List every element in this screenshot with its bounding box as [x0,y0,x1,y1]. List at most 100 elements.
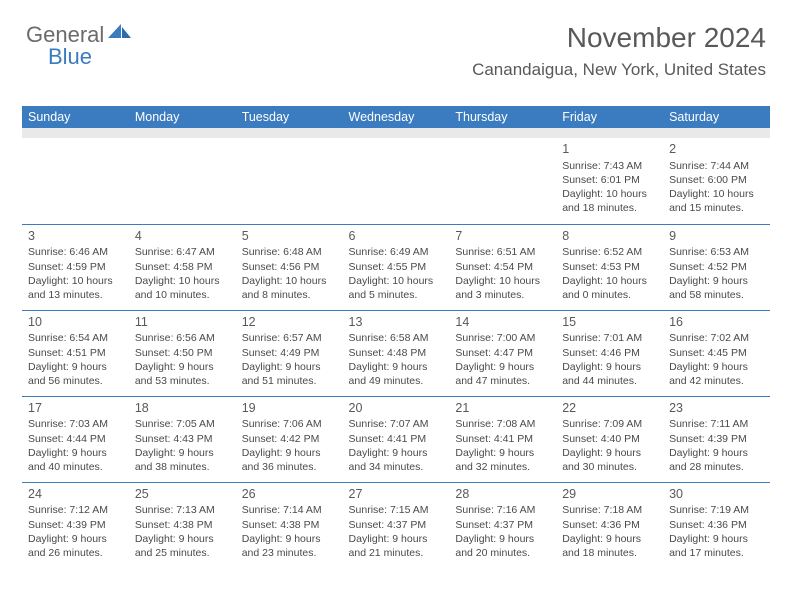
day-header: Sunday [22,106,129,128]
sunrise-line: Sunrise: 7:03 AM [28,417,123,431]
day-header: Saturday [663,106,770,128]
day-header: Monday [129,106,236,128]
daylight-line: Daylight: 9 hours and 56 minutes. [28,360,123,388]
empty-cell [343,138,450,224]
day-cell: 4Sunrise: 6:47 AMSunset: 4:58 PMDaylight… [129,224,236,310]
daylight-line: Daylight: 9 hours and 42 minutes. [669,360,764,388]
day-cell: 1Sunrise: 7:43 AMSunset: 6:01 PMDaylight… [556,138,663,224]
daylight-line: Daylight: 9 hours and 44 minutes. [562,360,657,388]
sunset-line: Sunset: 4:44 PM [28,432,123,446]
day-number: 22 [562,400,657,417]
sunset-line: Sunset: 4:42 PM [242,432,337,446]
day-cell: 14Sunrise: 7:00 AMSunset: 4:47 PMDayligh… [449,310,556,396]
daylight-line: Daylight: 10 hours and 15 minutes. [669,187,764,215]
daylight-line: Daylight: 9 hours and 38 minutes. [135,446,230,474]
day-number: 19 [242,400,337,417]
sunset-line: Sunset: 4:50 PM [135,346,230,360]
day-cell: 9Sunrise: 6:53 AMSunset: 4:52 PMDaylight… [663,224,770,310]
sunset-line: Sunset: 4:41 PM [455,432,550,446]
day-number: 8 [562,228,657,245]
day-cell: 10Sunrise: 6:54 AMSunset: 4:51 PMDayligh… [22,310,129,396]
daylight-line: Daylight: 9 hours and 53 minutes. [135,360,230,388]
week-row: 10Sunrise: 6:54 AMSunset: 4:51 PMDayligh… [22,310,770,396]
day-cell: 7Sunrise: 6:51 AMSunset: 4:54 PMDaylight… [449,224,556,310]
day-cell: 12Sunrise: 6:57 AMSunset: 4:49 PMDayligh… [236,310,343,396]
day-number: 25 [135,486,230,503]
empty-cell [449,138,556,224]
sunset-line: Sunset: 4:36 PM [562,518,657,532]
day-header: Tuesday [236,106,343,128]
sunrise-line: Sunrise: 7:15 AM [349,503,444,517]
empty-cell [129,138,236,224]
day-cell: 26Sunrise: 7:14 AMSunset: 4:38 PMDayligh… [236,482,343,568]
day-number: 29 [562,486,657,503]
day-number: 1 [562,141,657,158]
daylight-line: Daylight: 9 hours and 36 minutes. [242,446,337,474]
day-number: 16 [669,314,764,331]
sunset-line: Sunset: 6:00 PM [669,173,764,187]
sunrise-line: Sunrise: 6:57 AM [242,331,337,345]
day-number: 26 [242,486,337,503]
sunrise-line: Sunrise: 7:11 AM [669,417,764,431]
daylight-line: Daylight: 9 hours and 21 minutes. [349,532,444,560]
week-row: 17Sunrise: 7:03 AMSunset: 4:44 PM Dayligh… [22,396,770,482]
week-row: 1Sunrise: 7:43 AMSunset: 6:01 PMDaylight… [22,138,770,224]
day-cell: 17Sunrise: 7:03 AMSunset: 4:44 PMDayligh… [22,396,129,482]
day-number: 13 [349,314,444,331]
daylight-line: Daylight: 9 hours and 28 minutes. [669,446,764,474]
sunset-line: Sunset: 4:39 PM [28,518,123,532]
day-number: 5 [242,228,337,245]
day-cell: 19Sunrise: 7:06 AMSunset: 4:42 PMDayligh… [236,396,343,482]
sunset-line: Sunset: 4:45 PM [669,346,764,360]
sunset-line: Sunset: 4:58 PM [135,260,230,274]
sunrise-line: Sunrise: 6:53 AM [669,245,764,259]
sunset-line: Sunset: 4:40 PM [562,432,657,446]
day-header: Thursday [449,106,556,128]
sunrise-line: Sunrise: 6:54 AM [28,331,123,345]
sunrise-line: Sunrise: 7:14 AM [242,503,337,517]
sunset-line: Sunset: 4:48 PM [349,346,444,360]
sunset-line: Sunset: 4:38 PM [242,518,337,532]
daylight-line: Daylight: 9 hours and 30 minutes. [562,446,657,474]
sunrise-line: Sunrise: 6:48 AM [242,245,337,259]
sunrise-line: Sunrise: 7:05 AM [135,417,230,431]
sunrise-line: Sunrise: 7:07 AM [349,417,444,431]
day-cell: 11Sunrise: 6:56 AMSunset: 4:50 PMDayligh… [129,310,236,396]
day-cell: 18Sunrise: 7:05 AMSunset: 4:43 PMDayligh… [129,396,236,482]
sunset-line: Sunset: 4:53 PM [562,260,657,274]
sunset-line: Sunset: 4:46 PM [562,346,657,360]
sunrise-line: Sunrise: 6:56 AM [135,331,230,345]
day-cell: 30Sunrise: 7:19 AMSunset: 4:36 PMDayligh… [663,482,770,568]
sunrise-line: Sunrise: 7:01 AM [562,331,657,345]
sunset-line: Sunset: 4:49 PM [242,346,337,360]
day-number: 4 [135,228,230,245]
sunrise-line: Sunrise: 7:43 AM [562,159,657,173]
day-number: 20 [349,400,444,417]
sunrise-line: Sunrise: 7:00 AM [455,331,550,345]
sunrise-line: Sunrise: 7:02 AM [669,331,764,345]
daylight-line: Daylight: 9 hours and 51 minutes. [242,360,337,388]
sunset-line: Sunset: 4:43 PM [135,432,230,446]
sunset-line: Sunset: 4:52 PM [669,260,764,274]
daylight-line: Daylight: 9 hours and 26 minutes. [28,532,123,560]
daylight-line: Daylight: 10 hours and 13 minutes. [28,274,123,302]
day-number: 28 [455,486,550,503]
spacer [22,128,770,138]
day-cell: 8Sunrise: 6:52 AMSunset: 4:53 PMDaylight… [556,224,663,310]
day-number: 14 [455,314,550,331]
day-cell: 29Sunrise: 7:18 AMSunset: 4:36 PMDayligh… [556,482,663,568]
day-cell: 6Sunrise: 6:49 AMSunset: 4:55 PMDaylight… [343,224,450,310]
day-number: 12 [242,314,337,331]
sunrise-line: Sunrise: 7:18 AM [562,503,657,517]
empty-cell [236,138,343,224]
daylight-line: Daylight: 9 hours and 20 minutes. [455,532,550,560]
day-number: 17 [28,400,123,417]
day-cell: 28Sunrise: 7:16 AMSunset: 4:37 PMDayligh… [449,482,556,568]
day-cell: 23Sunrise: 7:11 AMSunset: 4:39 PMDayligh… [663,396,770,482]
header: November 2024 Canandaigua, New York, Uni… [472,22,766,80]
daylight-line: Daylight: 9 hours and 47 minutes. [455,360,550,388]
week-row: 3Sunrise: 6:46 AMSunset: 4:59 PMDaylight… [22,224,770,310]
day-number: 3 [28,228,123,245]
day-cell: 21Sunrise: 7:08 AMSunset: 4:41 PMDayligh… [449,396,556,482]
day-cell: 3Sunrise: 6:46 AMSunset: 4:59 PMDaylight… [22,224,129,310]
